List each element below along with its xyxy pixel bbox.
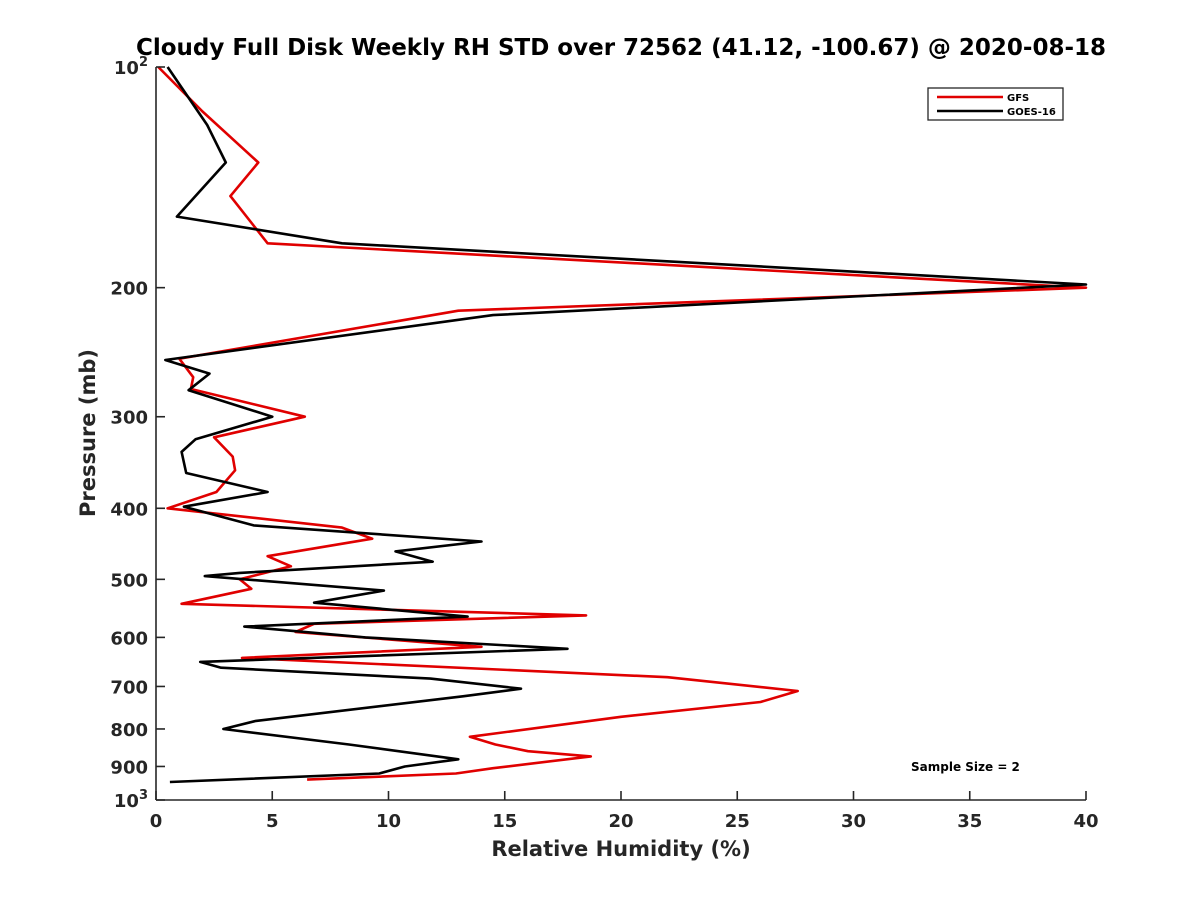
y-tick-label: 400 <box>110 499 148 520</box>
x-tick-label: 0 <box>150 811 163 832</box>
x-tick-label: 20 <box>608 811 633 832</box>
x-tick-label: 35 <box>957 811 982 832</box>
y-tick-label: 200 <box>110 279 148 300</box>
legend: GFS GOES-16 <box>927 87 1064 121</box>
x-axis-label: Relative Humidity (%) <box>491 837 750 861</box>
x-tick-label: 15 <box>492 811 517 832</box>
x-tick-label: 5 <box>266 811 279 832</box>
y-tick-label: 900 <box>110 757 148 778</box>
legend-label-goes16: GOES-16 <box>1007 107 1056 118</box>
series-line-goes-16 <box>164 66 1088 784</box>
x-ticks: 0 5 10 15 20 25 30 35 40 <box>150 791 1099 832</box>
chart-title: Cloudy Full Disk Weekly RH STD over 7256… <box>136 35 1106 61</box>
y-tick-label: 600 <box>110 628 148 649</box>
y-tick-label: 800 <box>110 720 148 741</box>
sample-size-annotation: Sample Size = 2 <box>911 760 1020 774</box>
legend-box <box>927 87 1064 121</box>
series-layer <box>157 66 1088 784</box>
y-tick-label: 700 <box>110 677 148 698</box>
y-tick-label: 300 <box>110 408 148 429</box>
x-tick-label: 25 <box>725 811 750 832</box>
y-axis-label: Pressure (mb) <box>76 349 100 517</box>
x-tick-label: 40 <box>1073 811 1098 832</box>
x-tick-label: 30 <box>841 811 866 832</box>
y-tick-label: 102 <box>114 55 148 79</box>
y-tick-label: 500 <box>110 570 148 591</box>
x-tick-label: 10 <box>376 811 401 832</box>
legend-label-gfs: GFS <box>1007 93 1029 104</box>
series-line-gfs <box>157 66 1088 781</box>
